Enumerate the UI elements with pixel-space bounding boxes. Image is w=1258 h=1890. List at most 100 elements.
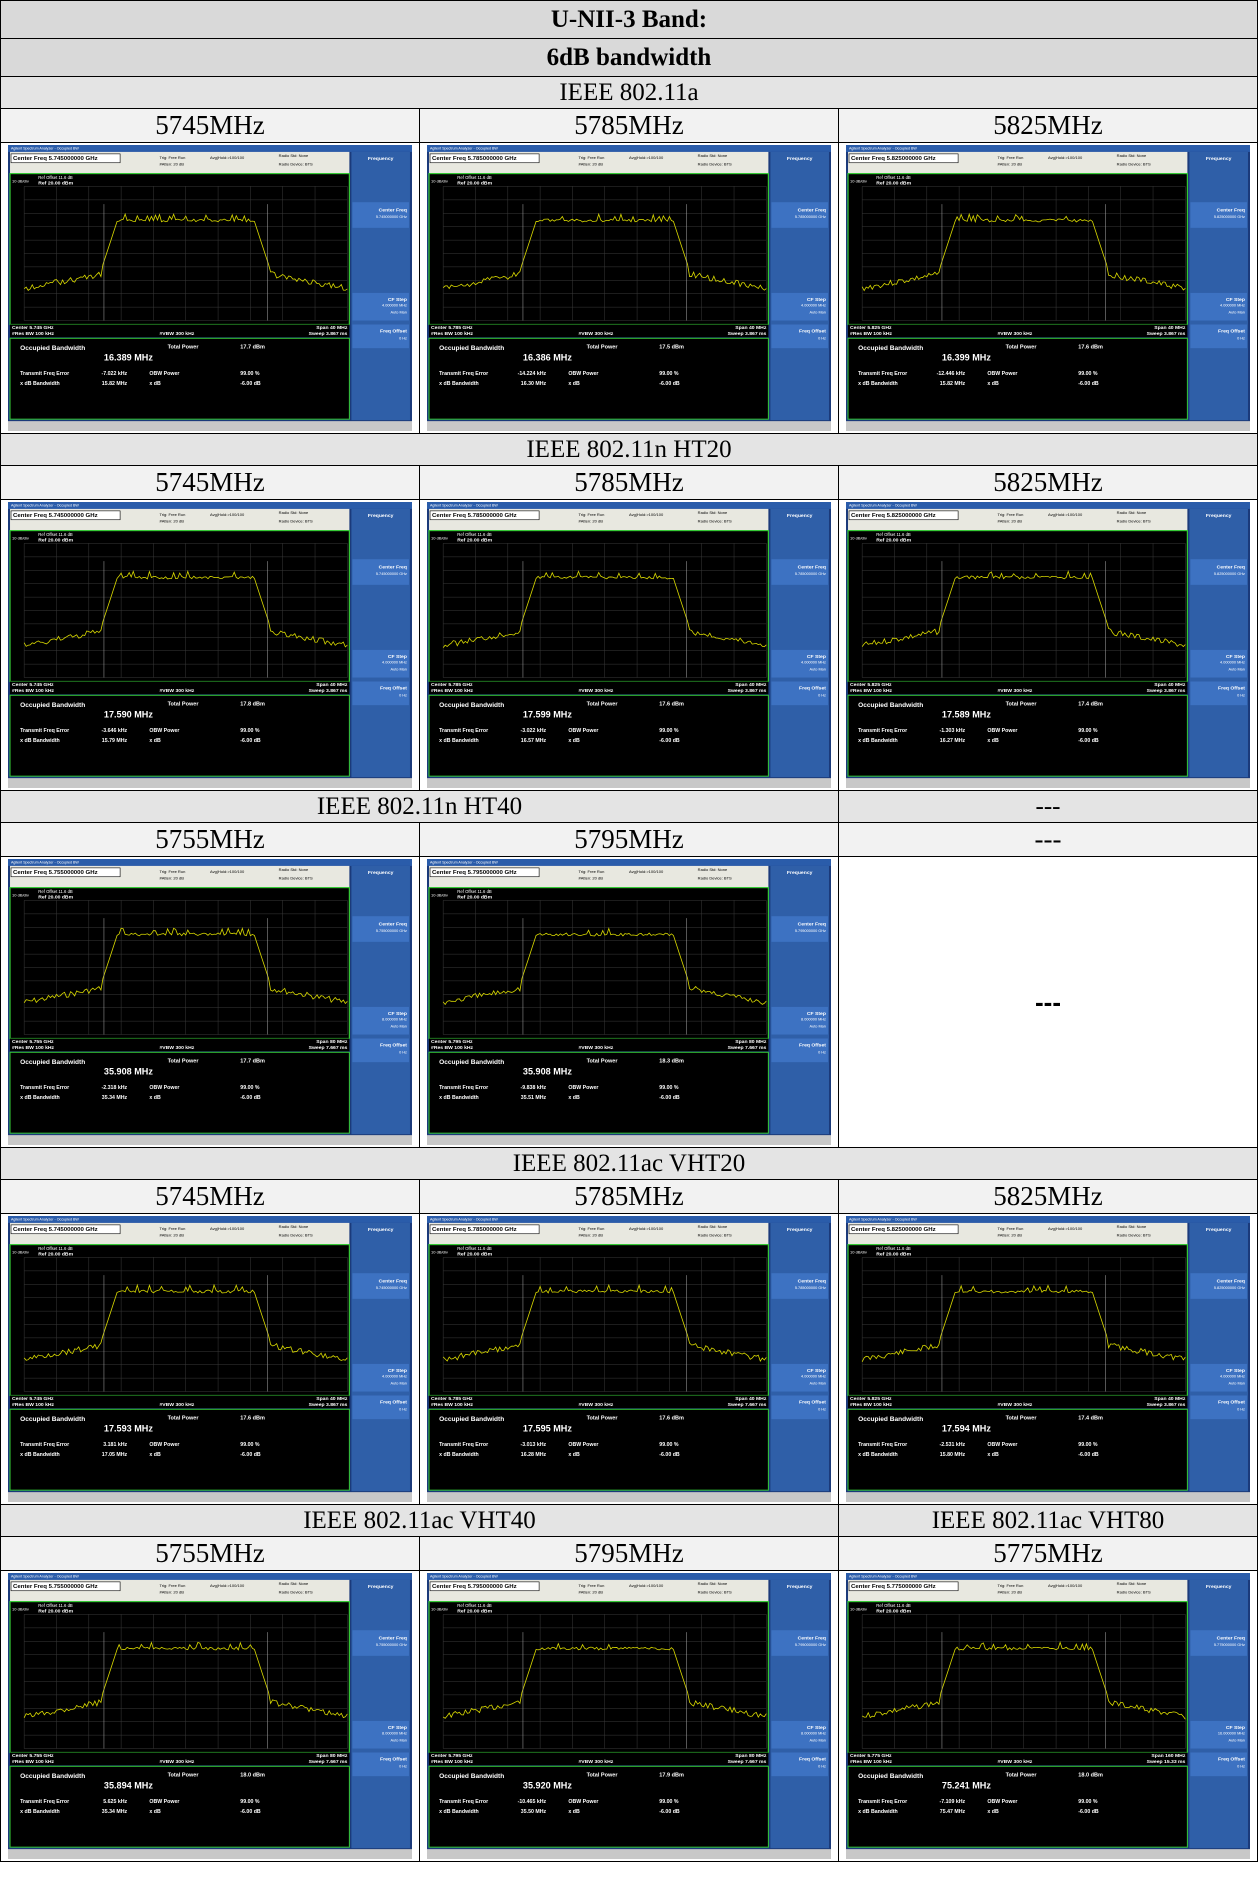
ref: Ref 20.00 dBm: [457, 1608, 492, 1614]
vbw: #VBW 300 kHz: [160, 1759, 195, 1765]
total-power: 17.4 dBm: [1078, 702, 1103, 708]
xdb-bw-label: x dB Bandwidth: [20, 738, 60, 744]
menu-title: Frequency: [368, 156, 394, 162]
occupied-bw-label: Occupied Bandwidth: [439, 1773, 504, 1780]
analyzer-screenshot: Agilent Spectrum Analyzer - Occupied BW C…: [8, 145, 412, 431]
radio-std: Radio Std: None: [279, 867, 309, 872]
menu-freq-offset-value: 0 Hz: [818, 1050, 826, 1054]
menu-auto-man: Auto Man: [391, 668, 407, 672]
xdb-label: x dB: [987, 1452, 999, 1458]
ref-offset: Ref Offset 11.6 dB: [457, 175, 492, 180]
menu-freq-offset: Freq Offset: [799, 686, 826, 692]
ref-offset: Ref Offset 11.6 dB: [38, 1246, 73, 1251]
menu-cf-step-value: 8.000000 MHz: [801, 1018, 826, 1022]
atten: #Atten: 20 dB: [160, 1233, 185, 1238]
menu-title: Frequency: [368, 1227, 394, 1233]
vbw: #VBW 300 kHz: [579, 1759, 614, 1765]
menu-cf-step-value: 4.000000 MHz: [801, 661, 826, 665]
frequency-label: 5785MHz: [419, 465, 839, 500]
occupied-bw: 35.908 MHz: [523, 1066, 572, 1076]
ref: Ref 20.00 dBm: [876, 180, 911, 186]
xdb-bw: 15.79 MHz: [102, 738, 128, 744]
xdb-bw: 15.80 MHz: [940, 1452, 966, 1458]
menu-cf-step-value: 8.000000 MHz: [801, 1732, 826, 1736]
results: [9, 1051, 350, 1134]
radio-device: Radio Device: BTS: [1117, 1233, 1151, 1238]
span: Span 40 MHz: [316, 682, 348, 688]
menu-button: [352, 1038, 409, 1063]
results: [847, 337, 1188, 420]
frequency-label: 5755MHz: [0, 822, 420, 857]
sweep: Sweep 3.867 ms: [1147, 688, 1186, 694]
menu-button: [1190, 649, 1247, 678]
status-bar: [846, 1849, 1250, 1859]
xdb: -6.00 dB: [659, 1809, 680, 1815]
graph: [9, 530, 350, 683]
menu-button: [771, 324, 828, 349]
freq-error-label: Transmit Freq Error: [858, 1799, 907, 1805]
obw-power-label: OBW Power: [568, 371, 598, 377]
res-bw: #Res BW 100 kHz: [12, 688, 55, 694]
xdb: -6.00 dB: [240, 738, 261, 744]
menu-cf-step: CF Step: [1226, 297, 1245, 303]
menu-freq-offset-value: 0 Hz: [1237, 1764, 1245, 1768]
menu-button: [771, 1630, 828, 1656]
atten: #Atten: 20 dB: [998, 1590, 1023, 1595]
obw-power: 99.00 %: [240, 728, 260, 734]
menu-title: Frequency: [787, 870, 813, 876]
freq-error: -1.303 kHz: [939, 728, 965, 734]
menu-button: [1190, 202, 1247, 228]
menu-button: [352, 1630, 409, 1656]
menu-cf-step-value: 8.000000 MHz: [382, 1018, 407, 1022]
xdb-bw-label: x dB Bandwidth: [858, 738, 898, 744]
xdb-bw: 16.28 MHz: [521, 1452, 547, 1458]
analyzer-screenshot: Agilent Spectrum Analyzer - Occupied BW C…: [8, 1573, 412, 1859]
atten: #Atten: 20 dB: [160, 1590, 185, 1595]
menu-freq-offset-value: 0 Hz: [399, 693, 407, 697]
frequency-label: ---: [838, 822, 1258, 857]
occupied-bw: 17.593 MHz: [104, 1423, 153, 1433]
freq-error: -3.022 kHz: [520, 728, 546, 734]
freq-box: [848, 1224, 959, 1235]
avg: Avg|Hold:>100/100: [210, 155, 245, 160]
total-power-label: Total Power: [587, 1773, 619, 1779]
scale: 10 dB/div: [431, 893, 448, 898]
menu-cf-step-value: 4.000000 MHz: [382, 304, 407, 308]
xdb: -6.00 dB: [240, 1452, 261, 1458]
trig: Trig: Free Run: [160, 155, 186, 160]
axis-bar: [10, 324, 350, 338]
center: Center 5.745 GHz: [12, 325, 54, 331]
radio-device: Radio Device: BTS: [279, 1233, 313, 1238]
occupied-bw: 17.599 MHz: [523, 709, 572, 719]
menu-panel: [1189, 151, 1248, 421]
ref-offset: Ref Offset 11.6 dB: [457, 1603, 492, 1608]
menu-button: [352, 916, 409, 942]
menu-panel: [351, 508, 410, 778]
app-title: Agilent Spectrum Analyzer - Occupied BW: [11, 1575, 79, 1579]
menu-title: Frequency: [1206, 1584, 1232, 1590]
xdb-label: x dB: [568, 1452, 580, 1458]
occupied-bw-label: Occupied Bandwidth: [20, 702, 85, 709]
freq-error: -3.013 kHz: [520, 1442, 546, 1448]
analyzer-screenshot: Agilent Spectrum Analyzer - Occupied BW C…: [846, 145, 1250, 431]
center: Center 5.785 GHz: [431, 682, 473, 688]
center: Center 5.795 GHz: [431, 1753, 473, 1759]
xdb-label: x dB: [568, 1809, 580, 1815]
frequency-label: 5745MHz: [0, 108, 420, 143]
table-title: 6dB bandwidth: [0, 38, 1258, 77]
menu-button: [1190, 324, 1247, 349]
title-bar: [846, 145, 1250, 152]
freq-error: -14.224 kHz: [518, 371, 547, 377]
center-freq: Center Freq 5.795000000 GHz: [432, 1584, 517, 1590]
screenshot-cell: Agilent Spectrum Analyzer - Occupied BW C…: [419, 142, 839, 434]
axis-bar: [429, 1038, 769, 1052]
total-power: 17.5 dBm: [659, 345, 684, 351]
xdb-bw: 16.30 MHz: [521, 381, 547, 387]
graph: [847, 173, 1188, 326]
screenshot-row: Agilent Spectrum Analyzer - Occupied BW C…: [0, 499, 1258, 791]
freq-error-label: Transmit Freq Error: [858, 371, 907, 377]
menu-cf-step: CF Step: [807, 1368, 826, 1374]
menu-center-freq-value: 5.785000000 GHz: [795, 572, 826, 576]
status-bar: [8, 1135, 412, 1145]
trig: Trig: Free Run: [579, 512, 605, 517]
